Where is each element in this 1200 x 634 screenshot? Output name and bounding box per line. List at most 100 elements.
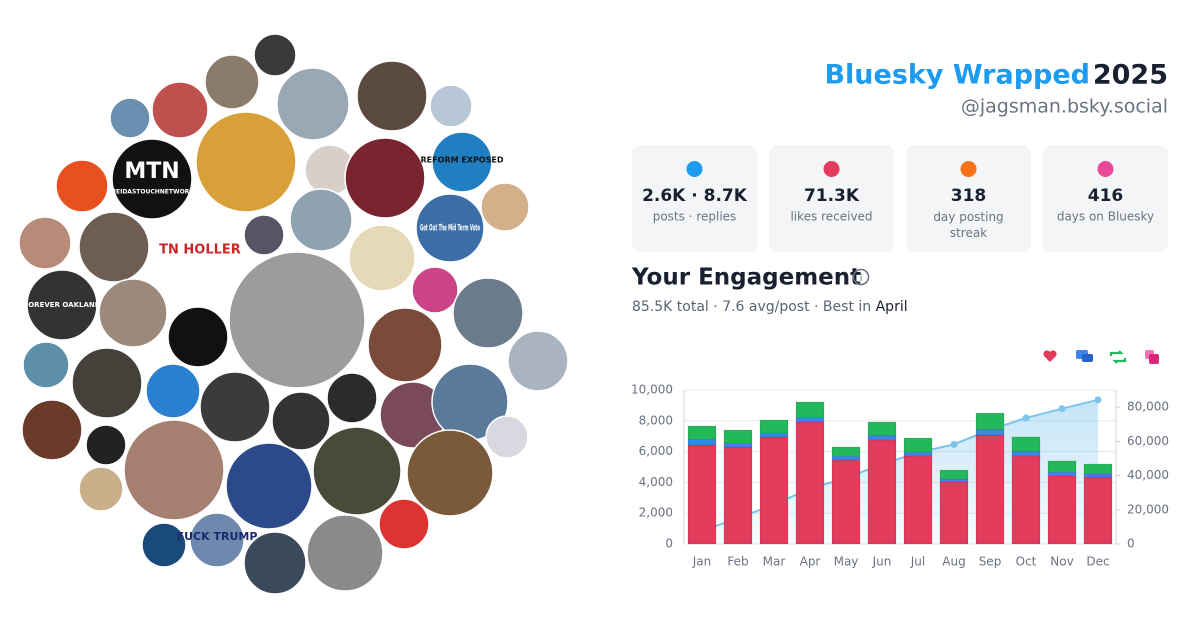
avatar[interactable] [225,442,313,530]
avatar[interactable] [85,424,127,466]
y2-tick-label: 0 [1127,537,1135,551]
legend-reposts[interactable] [1109,350,1127,364]
bar-segment [939,478,969,483]
bar-segment [1011,436,1041,452]
legend-likes[interactable] [1043,350,1057,362]
line-point [950,440,958,448]
bar-segment [687,439,717,446]
stats: 2.6K · 8.7K posts · replies 71.3K likes rec… [632,145,1168,252]
avatar[interactable] [431,131,493,193]
avatar[interactable] [167,306,229,368]
x-tick-label: Aug [942,555,965,569]
y2-tick-label: 60,000 [1127,434,1169,448]
avatar[interactable] [276,67,350,141]
avatar-text: FOREVER OAKLAND [23,301,100,309]
bar-segment [867,435,897,441]
avatar[interactable] [378,498,430,550]
avatar[interactable] [507,330,569,392]
line-point [1094,396,1102,404]
bar-segment [1047,471,1077,477]
bar-segment [795,421,825,545]
stat-value: 416 [1088,186,1124,206]
avatar[interactable] [367,307,443,383]
avatar[interactable] [71,347,143,419]
avatar[interactable] [145,363,201,419]
bar-segment [795,401,825,418]
avatar[interactable] [415,193,485,263]
avatar[interactable] [411,266,459,314]
stat-label: posts · replies [653,210,737,224]
avatar[interactable] [312,426,402,516]
avatar[interactable] [109,97,151,139]
handle: @jagsman.bsky.social [961,96,1168,118]
avatar[interactable] [111,138,193,220]
avatar[interactable] [55,159,109,213]
avatar[interactable] [253,33,297,77]
avatar[interactable] [452,277,524,349]
x-tick-label: Apr [800,555,821,569]
bar-segment [1011,455,1041,545]
avatar[interactable] [189,512,245,568]
avatar[interactable] [243,214,285,256]
avatar[interactable] [243,531,307,595]
bar-segment [759,419,789,434]
avatar[interactable] [480,182,530,232]
bar-segment [1083,473,1113,478]
y-tick-label: 8,000 [639,413,673,427]
avatar[interactable] [141,522,187,568]
avatar[interactable] [306,514,384,592]
avatar[interactable] [485,415,529,459]
avatar[interactable] [429,84,473,128]
best-month: April [876,299,908,315]
avatar[interactable] [289,188,353,252]
y-tick-label: 10,000 [631,383,673,397]
summary-text: 85.5K total · 7.6 avg/post · Best in [632,299,871,315]
avatar[interactable] [344,137,426,219]
avatar-text: MTN [124,159,179,184]
stat-label: days on Bluesky [1057,210,1154,224]
x-tick-label: Jan [692,555,712,569]
x-tick-label: Jul [910,555,925,569]
info-icon[interactable] [852,268,870,286]
stat-card [1043,145,1168,252]
avatar[interactable] [348,224,416,292]
stat-card [906,145,1031,252]
avatar[interactable] [98,278,168,348]
x-tick-label: Feb [727,555,748,569]
bar-segment [867,439,897,545]
stat-value: 71.3K [804,186,860,206]
avatar-text: Get Out The Mid Term Vote [420,224,480,234]
bar-segment [1083,463,1113,475]
avatar[interactable] [356,60,428,132]
avatar[interactable] [151,81,209,139]
x-tick-label: Oct [1016,555,1037,569]
avatar[interactable] [18,216,72,270]
avatar[interactable] [228,251,366,389]
bar-segment [975,429,1005,436]
avatar[interactable] [21,399,83,461]
x-tick-label: Sep [979,555,1002,569]
bar-segment [759,432,789,438]
y2-tick-label: 40,000 [1127,468,1169,482]
avatar[interactable] [326,372,378,424]
avatar[interactable] [204,54,260,110]
avatar[interactable] [78,211,150,283]
avatar[interactable] [406,429,494,517]
avatar[interactable] [199,371,271,443]
avatar-text: REFORM EXPOSED [421,156,504,165]
bar-segment [903,451,933,457]
y-tick-label: 2,000 [639,506,673,520]
avatar[interactable] [271,391,331,451]
bar-segment [975,412,1005,430]
avatar[interactable] [78,466,124,512]
avatar[interactable] [22,341,70,389]
x-tick-label: Mar [763,555,786,569]
avatar[interactable] [123,419,225,521]
chart: 0 2,000 4,000 6,000 8,000 10,000 0 20,000 40,000… [631,383,1169,569]
bar-segment [903,437,933,453]
line-point [1058,405,1066,413]
bar-segment [831,455,861,461]
avatar-cloud: MTN MEIDASTOUCHNETWORK TN HOLLER REFORM EXP… [18,33,569,595]
avatar[interactable] [26,269,98,341]
avatar[interactable] [195,111,297,213]
